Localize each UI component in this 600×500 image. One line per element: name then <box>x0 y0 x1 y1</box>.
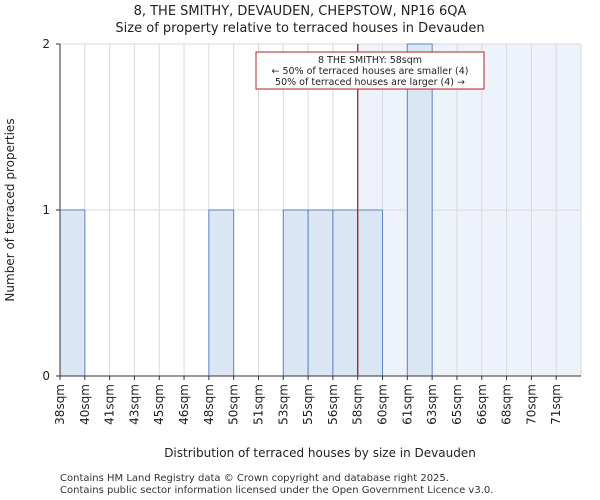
x-tick-label: 40sqm <box>78 384 92 425</box>
chart-svg: Number of terraced properties Distributi… <box>3 37 582 460</box>
x-tick-label: 60sqm <box>376 384 390 425</box>
x-tick-label: 43sqm <box>127 384 141 425</box>
x-tick-label: 70sqm <box>524 384 538 425</box>
x-tick-label: 56sqm <box>326 384 340 425</box>
x-tick-label: 58sqm <box>351 384 365 425</box>
footer-copyright: Contains HM Land Registry data © Crown c… <box>60 473 449 484</box>
x-tick-label: 66sqm <box>475 384 489 425</box>
annotation-line: 8 THE SMITHY: 58sqm <box>318 55 422 66</box>
x-tick-label: 68sqm <box>500 384 514 425</box>
x-tick-label: 55sqm <box>301 384 315 425</box>
x-tick-label: 65sqm <box>450 384 464 425</box>
x-tick-label: 45sqm <box>152 384 166 425</box>
bar <box>357 209 384 377</box>
bar <box>59 209 86 377</box>
bar <box>208 209 235 377</box>
x-tick-label: 48sqm <box>202 384 216 425</box>
y-tick-label: 2 <box>42 37 50 51</box>
x-tick-label: 63sqm <box>425 384 439 425</box>
x-tick-label: 71sqm <box>549 384 563 425</box>
x-tick-label: 53sqm <box>276 384 290 425</box>
chart-subtitle: Size of property relative to terraced ho… <box>115 21 485 36</box>
bar <box>332 209 359 377</box>
annotation-box <box>255 51 485 90</box>
annotation-line: 50% of terraced houses are larger (4) → <box>275 77 465 88</box>
chart-title: 8, THE SMITHY, DEVAUDEN, CHEPSTOW, NP16 … <box>133 4 467 19</box>
x-tick-label: 41sqm <box>103 384 117 425</box>
y-axis-label: Number of terraced properties <box>3 118 17 301</box>
x-axis-label: Distribution of terraced houses by size … <box>164 446 476 460</box>
x-tick-label: 46sqm <box>177 384 191 425</box>
x-tick-label: 61sqm <box>400 384 414 425</box>
y-tick-label: 1 <box>42 203 50 217</box>
bar <box>282 209 309 377</box>
footer-licence: Contains public sector information licen… <box>60 485 494 496</box>
bar <box>307 209 334 377</box>
y-tick-label: 0 <box>42 369 50 383</box>
bar <box>406 43 433 377</box>
x-tick-label: 51sqm <box>251 384 265 425</box>
annotation-line: ← 50% of terraced houses are smaller (4) <box>272 66 469 77</box>
x-tick-label: 50sqm <box>227 384 241 425</box>
x-tick-label: 38sqm <box>53 384 67 425</box>
